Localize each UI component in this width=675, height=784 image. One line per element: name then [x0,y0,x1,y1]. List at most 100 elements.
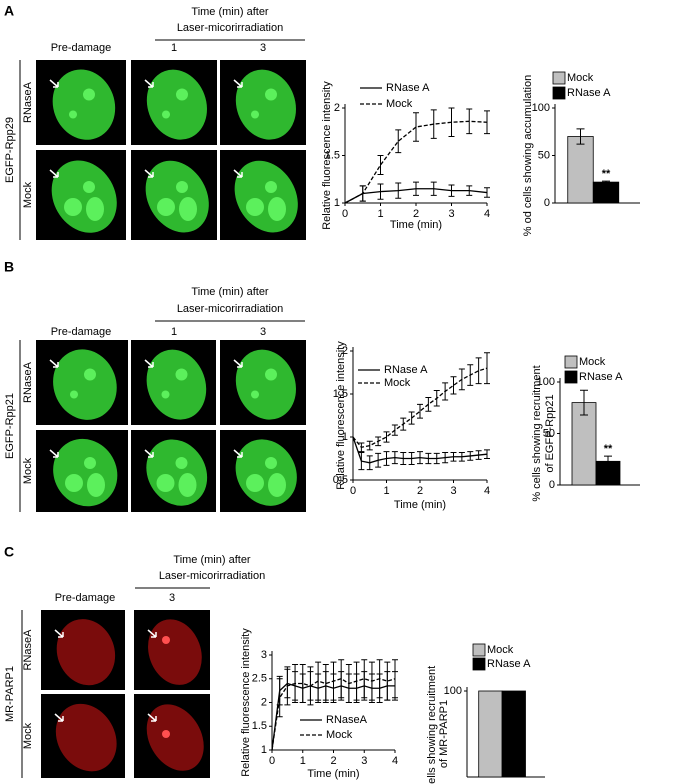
protein-label: EGFP-Rpp21 [4,393,16,459]
nucleolus [84,457,96,469]
nucleolus [64,198,82,216]
nucleus [52,69,116,140]
micrograph [220,340,306,425]
nucleolus [265,368,277,381]
error-bar [383,431,390,443]
error-bar [602,180,610,184]
arrow [144,449,154,458]
nucleolus [178,473,197,497]
column-label: 3 [260,42,266,54]
arrow [233,449,243,458]
micrograph [41,610,125,690]
legend-label: RNase A [567,87,611,99]
error-bar [425,396,432,412]
nucleolus [265,181,277,193]
nucleolus [268,197,286,221]
error-bar [395,182,402,199]
header-text: Laser-micorirradiation [159,570,265,582]
y-tick-label: 0.5 [333,474,348,486]
y-tick-label: 2.5 [252,673,267,685]
arrow [147,629,157,638]
legend-label: Mock [487,644,514,656]
micrograph [220,150,306,240]
nucleolus [65,474,83,492]
column-label: 1 [171,42,177,54]
nucleus [53,349,117,420]
significance: ** [602,168,611,180]
x-tick-label: 2 [330,755,336,767]
y-tick-label: 100 [537,376,555,388]
x-axis-label: Time (min) [390,219,442,231]
error-bar [466,108,473,135]
legend-label: RNaseA [326,714,368,726]
protein-label: MR-PARP1 [4,666,16,722]
error-bar [475,357,482,385]
bar [567,136,594,204]
y-tick-label: 2 [334,102,340,114]
error-bar [359,185,366,202]
error-bar [292,664,299,703]
header-text: Time (min) after [173,554,251,566]
legend-label: RNase A [386,82,430,94]
y-tick-label: 1 [342,431,348,443]
error-bar [353,661,360,701]
x-tick-label: 4 [484,485,490,497]
y-tick-label: 1.5 [325,149,340,161]
error-bar [375,436,382,447]
error-bar [433,390,440,407]
nucleolus [162,110,170,119]
legend-label: RNase A [487,658,531,670]
error-bar [475,450,482,460]
error-bar [395,129,402,154]
error-bar [366,440,373,451]
error-bar [484,352,490,385]
error-bar [604,455,612,467]
nucleolus [175,457,188,469]
nucleolus [246,198,264,216]
y-tick-label: 2 [342,345,348,357]
error-bar [458,368,465,391]
y-tick-label: 50 [538,149,550,161]
header-text: Laser-micorirradiation [177,303,283,315]
error-bar [400,451,407,466]
error-bar [467,451,474,461]
error-bar [580,389,588,416]
legend-swatch [552,71,566,85]
arrow [54,629,64,638]
nucleolus [251,390,259,399]
column-label: 3 [169,592,175,604]
nucleolus [70,390,78,399]
error-bar [400,417,407,431]
x-tick-label: 4 [392,755,398,767]
nucleolus [161,390,170,399]
header-text: Laser-micorirradiation [177,22,283,34]
error-bar [484,187,490,198]
arrow [49,359,59,368]
nucleolus [86,197,104,221]
arrow [144,169,154,178]
y-tick-label: 0 [544,197,550,209]
nucleus [146,69,207,140]
legend-label: Mock [567,72,594,84]
x-tick-label: 2 [413,208,419,220]
column-label: Pre-damage [55,592,116,604]
error-bar [392,659,398,699]
micrograph [131,60,217,145]
nucleus [55,703,117,772]
legend-swatch [472,643,486,657]
nucleolus [265,88,277,101]
y-tick-label: 1.5 [252,720,267,732]
x-tick-label: 0 [269,755,275,767]
panel-label: B [4,259,14,275]
error-bar [408,411,415,425]
micrograph [220,60,306,145]
x-tick-label: 0 [350,485,356,497]
error-bar [425,452,432,465]
error-bar [391,424,398,436]
column-label: Pre-damage [51,42,112,54]
error-bar [417,403,423,419]
column-label: 3 [260,326,266,338]
error-bar [330,661,337,701]
micrograph [134,610,210,690]
